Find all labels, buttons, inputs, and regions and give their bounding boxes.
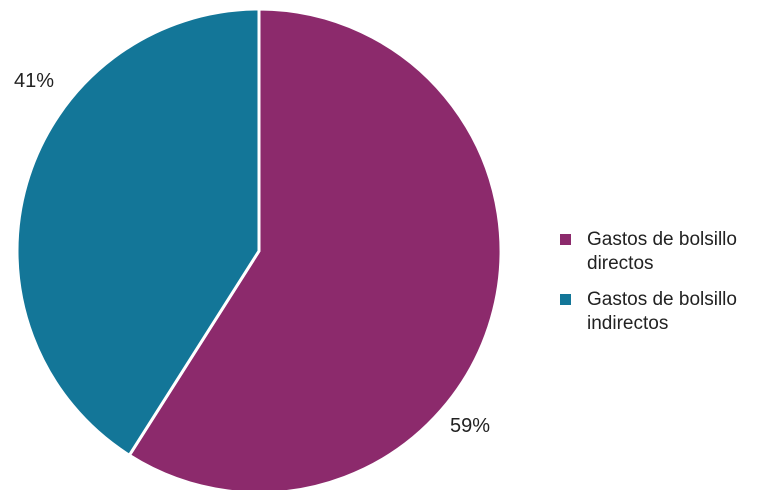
pie-labels: 59% 41% [14, 70, 490, 437]
legend: Gastos de bolsillo directos Gastos de bo… [560, 228, 760, 348]
pie-slice-directos [127, 7, 503, 490]
legend-item-directos: Gastos de bolsillo directos [560, 228, 760, 276]
legend-item-indirectos: Gastos de bolsillo indirectos [560, 288, 760, 336]
legend-swatch-indirectos [560, 294, 571, 305]
legend-label-directos: Gastos de bolsillo directos [587, 229, 737, 274]
legend-label-indirectos: Gastos de bolsillo indirectos [587, 289, 737, 334]
pie-slice-indirectos [15, 7, 261, 457]
pie-slices [15, 7, 503, 490]
legend-swatch-directos [560, 234, 571, 245]
pie-label-directos: 59% [450, 415, 490, 437]
pie-label-indirectos: 41% [14, 70, 54, 92]
